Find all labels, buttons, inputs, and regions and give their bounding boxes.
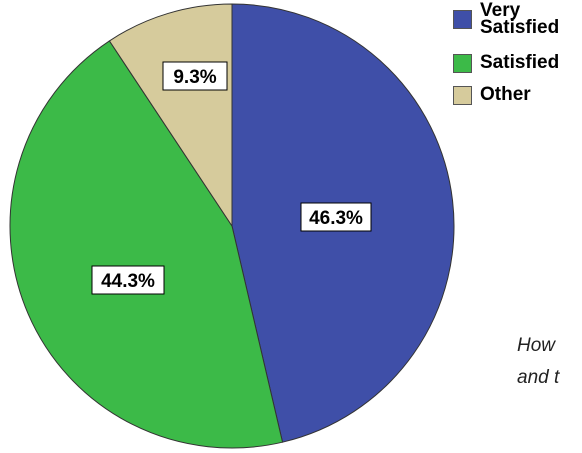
legend-label-very-satisfied: Very Satisfied [480,0,560,38]
legend-swatch-satisfied [453,54,472,73]
pie-slices [9,3,455,449]
data-label-box-other [162,61,228,91]
legend-label-other: Other [480,84,531,105]
legend-swatch-other [453,86,472,105]
figure-caption: How and t [517,330,560,394]
caption-line-2: and t [517,367,560,388]
caption-line-1: How [517,335,561,356]
data-label-box-very-satisfied [300,202,372,232]
data-label-very-satisfied: 46.3% [300,202,372,232]
data-label-text-satisfied: 44.3% [101,271,155,292]
legend-label-satisfied: Satisfied [480,52,560,73]
data-label-other: 9.3% [162,61,228,91]
data-label-satisfied: 44.3% [91,265,165,295]
pie-data-labels: 46.3% 44.3% 9.3% [91,61,372,295]
pie-slice-satisfied [9,40,284,449]
pie-slice-other [108,3,233,228]
legend-swatch-very-satisfied [453,10,472,29]
data-label-text-very-satisfied: 46.3% [309,208,363,229]
data-label-text-other: 9.3% [173,67,216,88]
data-label-box-satisfied [91,265,165,295]
